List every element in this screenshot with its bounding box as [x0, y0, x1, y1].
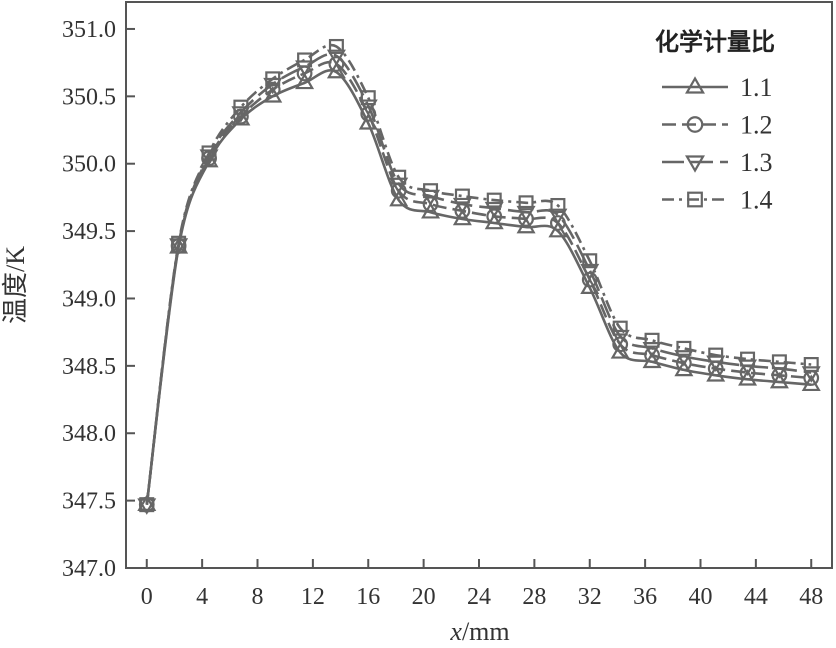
- data-point-1.2: [328, 56, 345, 72]
- data-point-1.2: [454, 202, 471, 219]
- data-point-1.3: [801, 366, 821, 383]
- data-point-1.4: [708, 347, 724, 363]
- y-tick-label: 348.0: [62, 421, 116, 447]
- data-point-1.4: [550, 197, 566, 213]
- x-tick-label: 44: [744, 584, 768, 610]
- x-tick-label: 28: [522, 584, 546, 610]
- x-tick-label: 24: [467, 584, 491, 610]
- x-tick-label: 40: [688, 584, 712, 610]
- legend-title: 化学计量比: [655, 28, 775, 56]
- y-tick-label: 348.5: [62, 354, 116, 380]
- data-point-1.3: [389, 177, 409, 195]
- x-tick-label: 36: [633, 584, 657, 610]
- data-point-1.4: [423, 183, 439, 199]
- x-axis-variable: x: [449, 617, 462, 646]
- data-point-1.4: [740, 351, 756, 367]
- data-point-1.4: [297, 52, 313, 68]
- x-axis-unit: /mm: [462, 617, 510, 646]
- data-point-1.4: [486, 192, 502, 208]
- x-tick-label: 0: [141, 584, 153, 610]
- series-line-1.1: [145, 69, 812, 505]
- data-point-1.4: [644, 332, 660, 348]
- data-point-1.2: [581, 271, 598, 288]
- data-point-1.2: [264, 81, 281, 98]
- data-point-1.1: [389, 189, 409, 207]
- series-markers: [137, 38, 821, 515]
- data-point-1.4: [233, 99, 249, 115]
- series-line-1.2: [145, 60, 812, 505]
- data-point-1.4: [612, 320, 628, 336]
- data-point-1.3: [642, 342, 662, 359]
- data-point-1.4: [582, 253, 598, 269]
- x-tick-label: 8: [252, 584, 264, 610]
- x-tick-label: 32: [578, 584, 602, 610]
- data-point-1.2: [360, 105, 377, 122]
- x-tick-label: 16: [356, 584, 380, 610]
- y-tick-label: 350.0: [62, 152, 116, 178]
- data-point-1.2: [232, 108, 249, 125]
- data-point-1.4: [265, 71, 281, 87]
- data-point-1.3: [452, 197, 472, 215]
- y-tick-label: 351.0: [62, 17, 116, 43]
- data-point-1.1: [295, 72, 315, 90]
- y-tick-label: 347.0: [62, 556, 116, 582]
- legend-label-1.3: 1.3: [740, 148, 773, 177]
- legend-label-1.1: 1.1: [740, 73, 773, 102]
- x-tick-label: 4: [196, 584, 208, 610]
- data-point-1.3: [137, 498, 157, 515]
- data-point-1.3: [358, 99, 378, 116]
- data-point-1.3: [484, 201, 504, 219]
- data-point-1.4: [676, 340, 692, 356]
- y-tick-label: 347.5: [62, 489, 116, 515]
- data-point-1.3: [326, 49, 346, 67]
- legend: 化学计量比 1.1 1.2 1.3 1.4: [655, 28, 775, 215]
- data-point-1.3: [516, 205, 536, 223]
- x-axis-title: x/mm: [449, 617, 509, 646]
- data-point-1.2: [486, 208, 503, 225]
- x-tick-label: 48: [799, 584, 823, 610]
- data-point-1.2: [518, 211, 534, 227]
- data-point-1.4: [391, 169, 407, 185]
- y-tick-label: 349.0: [62, 286, 116, 312]
- data-point-1.4: [360, 90, 376, 106]
- data-point-1.4: [518, 195, 534, 211]
- y-tick-label: 349.5: [62, 219, 116, 245]
- data-point-1.3: [674, 350, 694, 367]
- data-point-1.4: [771, 354, 787, 370]
- data-point-1.3: [706, 355, 726, 373]
- axis-ticks: 0 4 8 12 16 20 24 28 32 36 40 44 48347.0347.5348.034…: [62, 17, 823, 610]
- legend-label-1.4: 1.4: [740, 186, 773, 215]
- legend-marker-1.1: [685, 76, 705, 94]
- data-point-1.4: [171, 235, 187, 251]
- x-tick-label: 20: [412, 584, 436, 610]
- legend-label-1.2: 1.2: [740, 111, 773, 140]
- data-point-1.3: [610, 329, 630, 347]
- data-point-1.1: [358, 113, 378, 130]
- data-point-1.1: [137, 494, 157, 511]
- data-point-1.2: [644, 347, 660, 363]
- data-point-1.2: [675, 355, 692, 372]
- data-point-1.2: [550, 215, 566, 231]
- y-axis-title: 温度/K: [1, 246, 30, 324]
- data-point-1.4: [803, 357, 819, 373]
- data-point-1.3: [199, 149, 219, 166]
- data-point-1.4: [201, 145, 217, 161]
- data-point-1.3: [769, 362, 789, 379]
- data-point-1.2: [612, 336, 629, 353]
- data-point-1.3: [295, 60, 315, 77]
- data-point-1.3: [548, 208, 568, 226]
- data-point-1.4: [139, 497, 155, 513]
- data-point-1.3: [738, 359, 758, 377]
- x-tick-label: 12: [301, 584, 325, 610]
- data-point-1.3: [580, 263, 600, 281]
- legend-marker-1.2: [686, 116, 704, 133]
- data-point-1.4: [328, 38, 344, 54]
- legend-marker-1.3: [685, 155, 705, 173]
- data-point-1.3: [169, 238, 189, 255]
- legend-marker-1.4: [687, 191, 703, 208]
- data-point-1.4: [454, 188, 470, 204]
- y-tick-label: 350.5: [62, 84, 116, 110]
